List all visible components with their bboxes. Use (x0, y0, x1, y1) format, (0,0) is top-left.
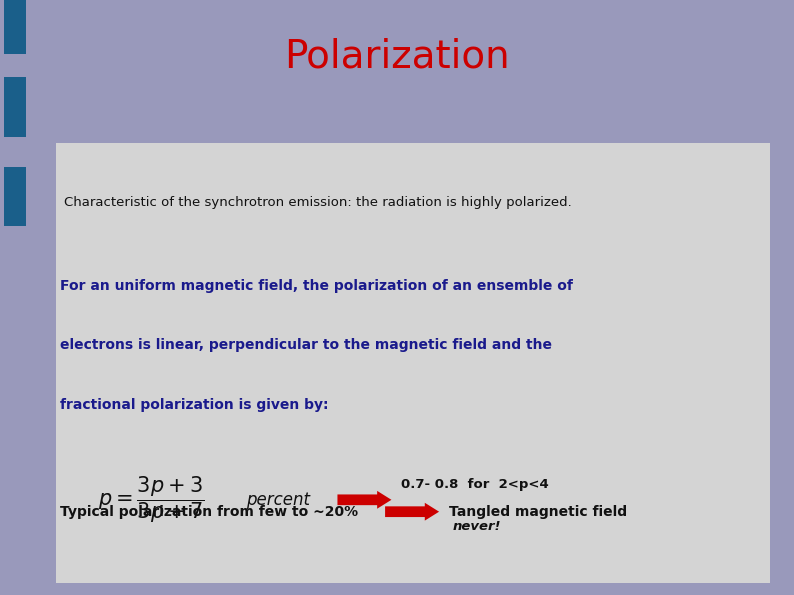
FancyArrow shape (385, 503, 439, 521)
Text: fractional polarization is given by:: fractional polarization is given by: (60, 397, 328, 412)
Text: Characteristic of the synchrotron emission: the radiation is highly polarized.: Characteristic of the synchrotron emissi… (64, 196, 571, 209)
Text: Tangled magnetic field: Tangled magnetic field (449, 505, 626, 519)
Bar (4, 0, 26, 54)
Text: electrons is linear, perpendicular to the magnetic field and the: electrons is linear, perpendicular to th… (60, 338, 552, 352)
Text: 0.7- 0.8  for  2<p<4: 0.7- 0.8 for 2<p<4 (401, 478, 549, 491)
Bar (56, 143, 770, 583)
Text: $p=\dfrac{3p+3}{3p+7}$: $p=\dfrac{3p+3}{3p+7}$ (98, 475, 204, 525)
Text: Polarization: Polarization (284, 37, 510, 76)
Text: Typical polarization from few to ~20%: Typical polarization from few to ~20% (60, 505, 357, 519)
FancyArrow shape (337, 491, 391, 509)
Text: For an uniform magnetic field, the polarization of an ensemble of: For an uniform magnetic field, the polar… (60, 278, 572, 293)
Bar (4, 77, 26, 137)
Text: never!: never! (453, 520, 501, 533)
Text: percent: percent (246, 491, 310, 509)
Bar (4, 167, 26, 226)
